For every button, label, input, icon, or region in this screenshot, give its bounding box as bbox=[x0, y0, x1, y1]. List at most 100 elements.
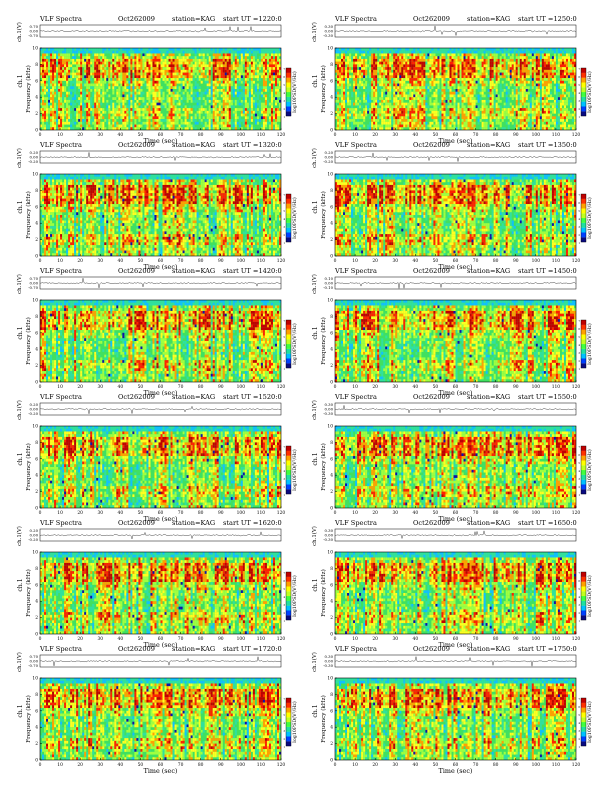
channel-label: ch.1 bbox=[17, 326, 24, 339]
x-tick-label: 50 bbox=[433, 511, 439, 516]
colorbar-segment bbox=[286, 194, 291, 199]
x-tick-label: 70 bbox=[178, 133, 184, 138]
colorbar-tick-label: 3 bbox=[578, 225, 580, 229]
colorbar-segment bbox=[581, 358, 586, 363]
colorbar-segment bbox=[581, 228, 586, 233]
colorbar-segment bbox=[581, 596, 586, 601]
colorbar-segment bbox=[286, 97, 291, 102]
ch1-tick-label: -0.20 bbox=[323, 159, 333, 164]
x-tick-label: 120 bbox=[277, 385, 286, 390]
x-tick-label: 110 bbox=[552, 259, 561, 264]
x-tick-label: 0 bbox=[39, 763, 42, 768]
ch1-tick-label: -0.70 bbox=[28, 663, 38, 668]
colorbar-tick-label: 1 bbox=[578, 619, 580, 623]
x-tick-label: 10 bbox=[57, 511, 63, 516]
waveform-frame bbox=[335, 151, 576, 163]
ch1-axis-label: ch.1(V) bbox=[16, 652, 23, 672]
colorbar-tick-label: 5 bbox=[578, 335, 580, 339]
panel-date: Oct262009 bbox=[413, 393, 450, 401]
colorbar-tick-label: 5 bbox=[578, 713, 580, 717]
y-tick-label: 6 bbox=[35, 583, 38, 588]
colorbar-tick-label: 6 bbox=[283, 705, 285, 709]
colorbar-segment bbox=[581, 572, 586, 577]
ch1-waveform-line bbox=[335, 283, 576, 289]
panel-start-ut: start UT =1450:0 bbox=[518, 267, 577, 275]
channel-label: ch.1 bbox=[312, 74, 319, 87]
y-axis-label: Frequency (kHz) bbox=[320, 191, 327, 239]
y-tick-label: 2 bbox=[35, 238, 38, 243]
x-tick-label: 10 bbox=[352, 133, 358, 138]
y-tick-label: 0 bbox=[35, 255, 38, 260]
colorbar-tick-label: 3 bbox=[578, 351, 580, 355]
x-tick-label: 10 bbox=[352, 511, 358, 516]
y-tick-label: 6 bbox=[35, 205, 38, 210]
colorbar-segment bbox=[581, 489, 586, 494]
colorbar-tick-label: 3 bbox=[578, 477, 580, 481]
colorbar-tick-label: 2 bbox=[578, 611, 580, 615]
x-tick-label: 20 bbox=[77, 133, 83, 138]
x-tick-label: 50 bbox=[138, 133, 144, 138]
colorbar-tick-label: 1 bbox=[283, 745, 285, 749]
panel-start-ut: start UT =1750:0 bbox=[518, 645, 577, 653]
colorbar-segment bbox=[581, 349, 586, 354]
colorbar-tick-label: 1 bbox=[578, 493, 580, 497]
x-tick-label: 100 bbox=[237, 763, 246, 768]
x-tick-label: 30 bbox=[392, 511, 398, 516]
x-tick-label: 120 bbox=[277, 637, 286, 642]
x-tick-label: 90 bbox=[513, 511, 519, 516]
y-tick-label: 2 bbox=[330, 112, 333, 117]
x-tick-label: 40 bbox=[413, 259, 419, 264]
x-tick-label: 30 bbox=[97, 637, 103, 642]
y-tick-label: 2 bbox=[35, 364, 38, 369]
panel-start-ut: start UT =1350:0 bbox=[518, 141, 577, 149]
x-tick-label: 20 bbox=[372, 637, 378, 642]
panel-title: VLF Spectra bbox=[334, 15, 377, 23]
x-tick-label: 40 bbox=[413, 637, 419, 642]
colorbar-tick-label: 5 bbox=[283, 587, 285, 591]
colorbar-segment bbox=[286, 237, 291, 242]
colorbar-segment bbox=[581, 582, 586, 587]
colorbar-segment bbox=[286, 349, 291, 354]
panel-date: Oct262009 bbox=[118, 519, 155, 527]
colorbar-tick-label: 4 bbox=[283, 343, 285, 347]
colorbar-segment bbox=[286, 722, 291, 727]
x-tick-label: 80 bbox=[493, 259, 499, 264]
colorbar-segment bbox=[581, 334, 586, 339]
x-tick-label: 20 bbox=[77, 763, 83, 768]
colorbar-segment bbox=[581, 87, 586, 92]
y-tick-label: 10 bbox=[327, 677, 333, 682]
colorbar-tick-label: 4 bbox=[578, 217, 580, 221]
colorbar-tick-label: 1 bbox=[283, 619, 285, 623]
colorbar-tick-label: 5 bbox=[578, 461, 580, 465]
colorbar-tick-label: 2 bbox=[578, 737, 580, 741]
colorbar-tick-label: 6 bbox=[578, 75, 580, 79]
colorbar-segment bbox=[581, 223, 586, 228]
colorbar-tick-label: 6 bbox=[283, 201, 285, 205]
y-tick-label: 10 bbox=[32, 677, 38, 682]
x-tick-label: 80 bbox=[198, 259, 204, 264]
colorbar-tick-label: 5 bbox=[283, 209, 285, 213]
colorbar-label: log10PSD(V²/Hz) bbox=[291, 449, 298, 491]
panel-title: VLF Spectra bbox=[334, 519, 377, 527]
colorbar-tick-label: 4 bbox=[283, 469, 285, 473]
x-tick-label: 120 bbox=[572, 637, 581, 642]
colorbar-segment bbox=[286, 199, 291, 204]
panel-title: VLF Spectra bbox=[334, 645, 377, 653]
x-tick-label: 30 bbox=[97, 133, 103, 138]
colorbar-segment bbox=[581, 354, 586, 359]
x-tick-label: 100 bbox=[532, 259, 541, 264]
colorbar-tick-label: 6 bbox=[283, 75, 285, 79]
x-tick-label: 40 bbox=[118, 259, 124, 264]
x-tick-label: 80 bbox=[493, 511, 499, 516]
colorbar-tick-label: 7 bbox=[283, 319, 285, 323]
colorbar-segment bbox=[581, 446, 586, 451]
panel-start-ut: start UT =1650:0 bbox=[518, 519, 577, 527]
colorbar-segment bbox=[581, 213, 586, 218]
colorbar-tick-label: 4 bbox=[283, 91, 285, 95]
panel-start-ut: start UT =1420:0 bbox=[223, 267, 282, 275]
x-tick-label: 100 bbox=[532, 133, 541, 138]
y-tick-label: 10 bbox=[327, 551, 333, 556]
y-tick-label: 0 bbox=[330, 129, 333, 134]
colorbar-tick-label: 6 bbox=[578, 579, 580, 583]
